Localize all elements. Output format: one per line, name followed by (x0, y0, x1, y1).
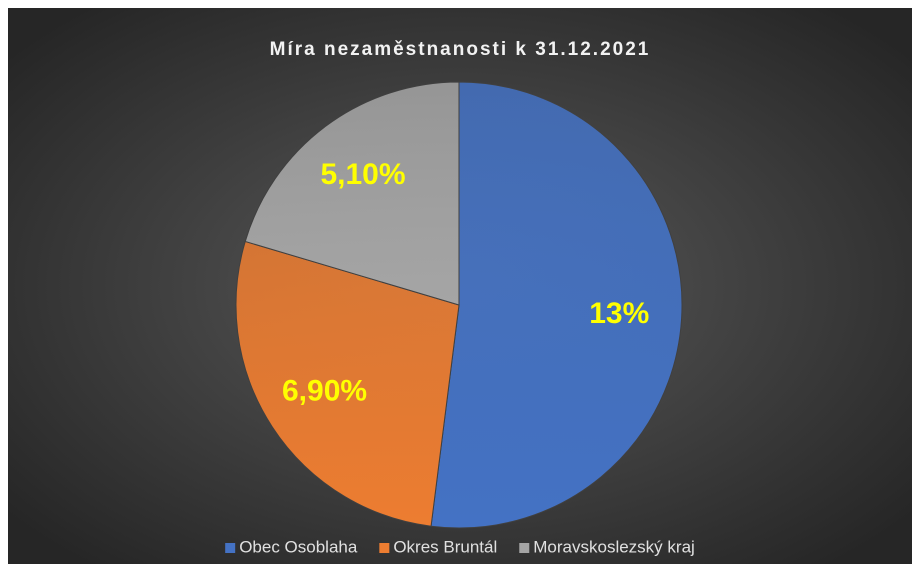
legend-label: Obec Osoblaha (239, 537, 358, 556)
legend-label: Okres Bruntál (393, 537, 497, 556)
legend-swatch (519, 543, 530, 553)
legend-swatch (225, 543, 236, 553)
pie-slice (430, 81, 683, 529)
legend-swatch (379, 543, 390, 553)
chart-title: Míra nezaměstnanosti k 31.12.2021 (270, 39, 651, 60)
pie-slice (244, 81, 460, 306)
data-label: 13% (589, 297, 649, 330)
pie-slice (235, 240, 460, 527)
legend-label: Moravskoslezský kraj (533, 537, 695, 556)
data-label: 6,90% (282, 375, 367, 408)
data-label: 5,10% (320, 158, 405, 191)
